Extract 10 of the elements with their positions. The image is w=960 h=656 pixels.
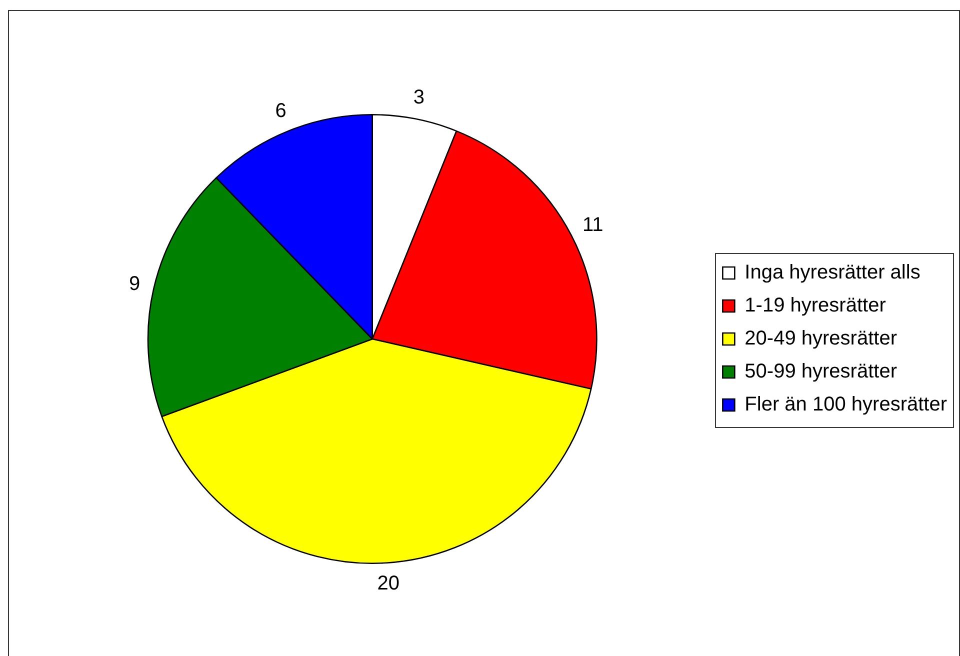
- data-label: 3: [413, 86, 425, 108]
- legend-label: 50-99 hyresrätter: [744, 360, 898, 383]
- legend-label: Fler än 100 hyresrätter: [744, 394, 948, 416]
- legend-label: Inga hyresrätter alls: [744, 262, 920, 284]
- data-label: 20: [377, 572, 400, 595]
- data-label: 9: [128, 272, 140, 295]
- data-label: 11: [582, 214, 604, 236]
- data-label: 6: [275, 100, 286, 122]
- legend-label: 1-19 hyresrätter: [744, 294, 886, 317]
- legend-label: 20-49 hyresrätter: [744, 328, 898, 350]
